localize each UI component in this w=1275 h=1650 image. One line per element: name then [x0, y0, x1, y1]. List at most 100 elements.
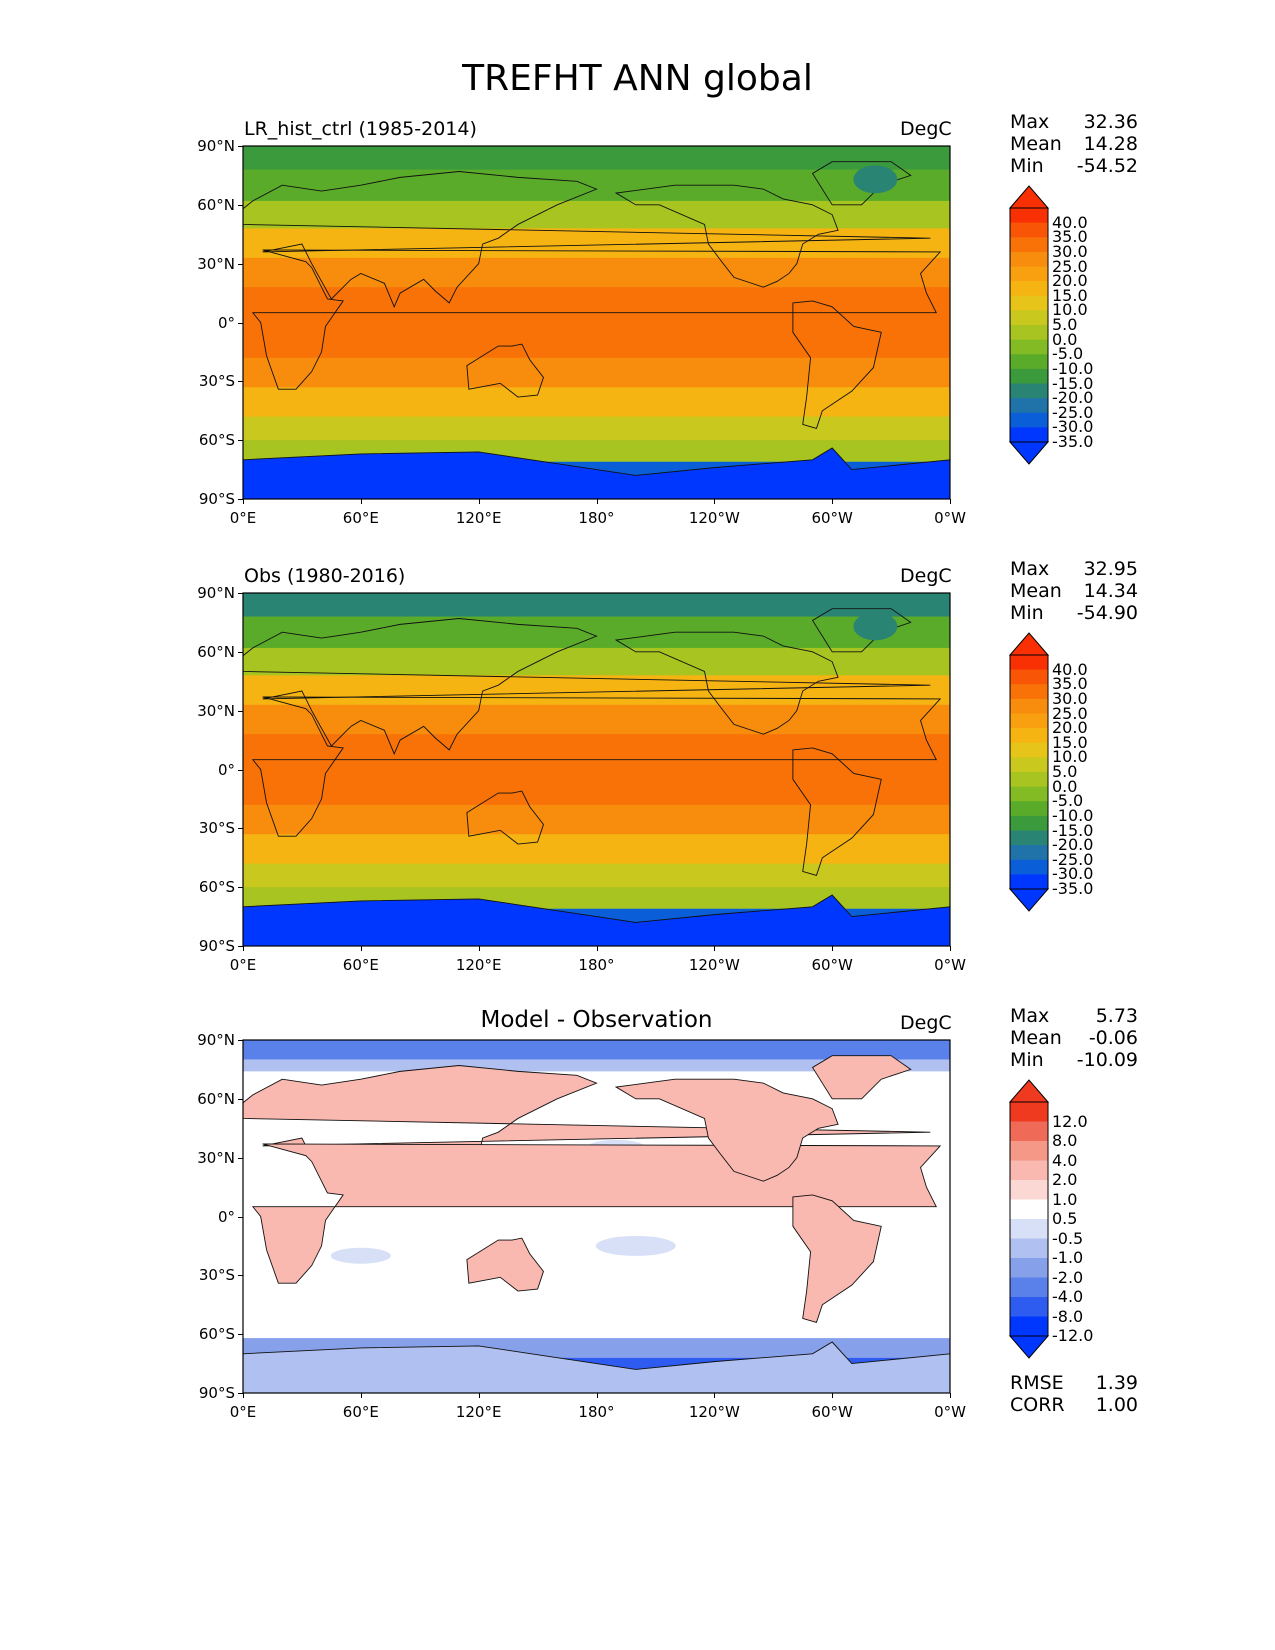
- stat-label: Max: [1010, 558, 1050, 580]
- colorbar-frame: [1009, 654, 1049, 890]
- lat-tick-mark: [238, 499, 243, 500]
- colorbar-level-label: -2.0: [1052, 1267, 1084, 1287]
- lon-tick-mark: [714, 946, 716, 951]
- colorbar-level-label: 25.0: [1052, 703, 1088, 723]
- colorbar-level-label: 10.0: [1052, 300, 1088, 320]
- colorbar-segment: [1010, 1141, 1048, 1161]
- stat-label: Max: [1010, 1005, 1050, 1027]
- panel-1-stats: Max 32.36 Mean 14.28 Min -54.52: [1010, 111, 1138, 177]
- stat-label: Mean: [1010, 133, 1062, 155]
- colorbar-segment: [1010, 1316, 1048, 1337]
- zonal-band: [243, 863, 950, 888]
- colorbar-level-label: 30.0: [1052, 688, 1088, 708]
- stat-value: -54.52: [1076, 155, 1138, 177]
- colorbar-level-label: 15.0: [1052, 285, 1088, 305]
- colorbar-segment: [1010, 728, 1048, 744]
- zonal-band: [243, 804, 950, 835]
- lon-tick-label: 60°W: [811, 956, 853, 974]
- lon-tick-label: 180°: [578, 509, 615, 527]
- colorbar-segment: [1010, 801, 1048, 817]
- lat-tick-mark: [238, 769, 243, 771]
- zonal-band: [243, 287, 950, 314]
- lon-tick-label: 60°W: [811, 1403, 853, 1421]
- metric-value: 1.39: [1095, 1372, 1138, 1394]
- stat-row: Max 5.73: [1010, 1005, 1138, 1027]
- panel-3-metrics: RMSE 1.39 CORR 1.00: [1010, 1372, 1138, 1416]
- colorbar-segment: [1010, 383, 1048, 399]
- colorbar-segment: [1010, 786, 1048, 802]
- metric-label: RMSE: [1010, 1372, 1064, 1394]
- lon-tick-mark: [596, 499, 598, 504]
- zonal-band: [243, 593, 950, 618]
- stat-row: Max 32.36: [1010, 111, 1138, 133]
- colorbar-level-label: -20.0: [1052, 388, 1094, 408]
- lon-tick-mark: [360, 1393, 362, 1398]
- lat-tick-label: 0°: [217, 760, 235, 779]
- lon-tick-mark: [950, 946, 951, 951]
- colorbar-segment: [1010, 1160, 1048, 1181]
- stat-label: Min: [1010, 155, 1044, 177]
- stat-label: Mean: [1010, 580, 1062, 602]
- colorbar-level-label: 20.0: [1052, 718, 1088, 738]
- stat-value: 32.36: [1083, 111, 1138, 133]
- lat-tick-mark: [238, 263, 243, 265]
- colorbar-level-label: -20.0: [1052, 835, 1094, 855]
- colorbar-segment: [1010, 1258, 1048, 1278]
- lat-tick-mark: [238, 1393, 243, 1394]
- lon-tick-label: 60°E: [342, 509, 379, 527]
- lat-tick-mark: [238, 1098, 243, 1100]
- panel-3-stats: Max 5.73 Mean -0.06 Min -10.09: [1010, 1005, 1138, 1071]
- zonal-band: [243, 704, 950, 735]
- lat-tick-mark: [238, 887, 243, 889]
- stat-label: Min: [1010, 602, 1044, 624]
- colorbar-level-label: 30.0: [1052, 241, 1088, 261]
- colorbar-segment: [1010, 1297, 1048, 1317]
- metric-row: RMSE 1.39: [1010, 1372, 1138, 1394]
- continent-outline: [251, 249, 942, 390]
- lat-tick-label: 90°S: [198, 490, 235, 508]
- colorbar-level-label: 35.0: [1052, 227, 1088, 247]
- colorbar-segment: [1010, 354, 1048, 370]
- lon-tick-label: 120°E: [455, 1403, 502, 1421]
- colorbar-level-label: -5.0: [1052, 791, 1084, 811]
- continent-outline: [792, 1194, 882, 1323]
- panel-3-title: Model - Observation: [480, 1007, 713, 1033]
- lon-tick-mark: [596, 1393, 598, 1398]
- stat-value: 32.95: [1083, 558, 1138, 580]
- panel-1-title: LR_hist_ctrl (1985-2014): [244, 118, 477, 140]
- zonal-band: [243, 357, 950, 388]
- lat-tick-mark: [238, 322, 243, 324]
- lon-tick-mark: [596, 946, 598, 951]
- colorbar-extend-min: [1008, 888, 1050, 912]
- colorbar-level-label: -0.5: [1052, 1228, 1084, 1248]
- zonal-band: [243, 759, 950, 780]
- lat-tick-mark: [238, 1334, 243, 1336]
- lat-tick-label: 30°S: [198, 1266, 235, 1285]
- diff-ocean-patch: [595, 1235, 676, 1256]
- stat-label: Mean: [1010, 1027, 1062, 1049]
- lat-tick-mark: [238, 710, 243, 712]
- lon-tick-mark: [950, 1393, 951, 1398]
- colorbar-level-label: -1.0: [1052, 1248, 1084, 1267]
- lon-tick-label: 120°W: [688, 509, 740, 527]
- colorbar-segment: [1010, 1238, 1048, 1259]
- colorbar-segment: [1010, 684, 1048, 700]
- lat-tick-label: 30°N: [197, 1148, 235, 1167]
- lon-tick-mark: [360, 946, 362, 951]
- colorbar-segment: [1010, 874, 1048, 890]
- colorbar-level-label: -8.0: [1052, 1306, 1084, 1326]
- colorbar-segment: [1010, 368, 1048, 384]
- lat-tick-mark: [238, 1157, 243, 1159]
- colorbar-segment: [1010, 815, 1048, 831]
- lon-tick-label: 0°E: [229, 1403, 257, 1421]
- colorbar-level-label: -15.0: [1052, 820, 1094, 840]
- lon-tick-label: 120°E: [455, 509, 502, 527]
- continent-outline: [614, 1078, 839, 1182]
- continent-outline: [466, 343, 544, 398]
- lat-tick-label: 90°N: [197, 1031, 235, 1049]
- lat-tick-mark: [238, 1216, 243, 1218]
- zonal-band: [243, 779, 950, 806]
- colorbar-level-label: 0.0: [1052, 329, 1078, 349]
- metric-label: CORR: [1010, 1394, 1065, 1416]
- colorbar-segment: [1010, 757, 1048, 773]
